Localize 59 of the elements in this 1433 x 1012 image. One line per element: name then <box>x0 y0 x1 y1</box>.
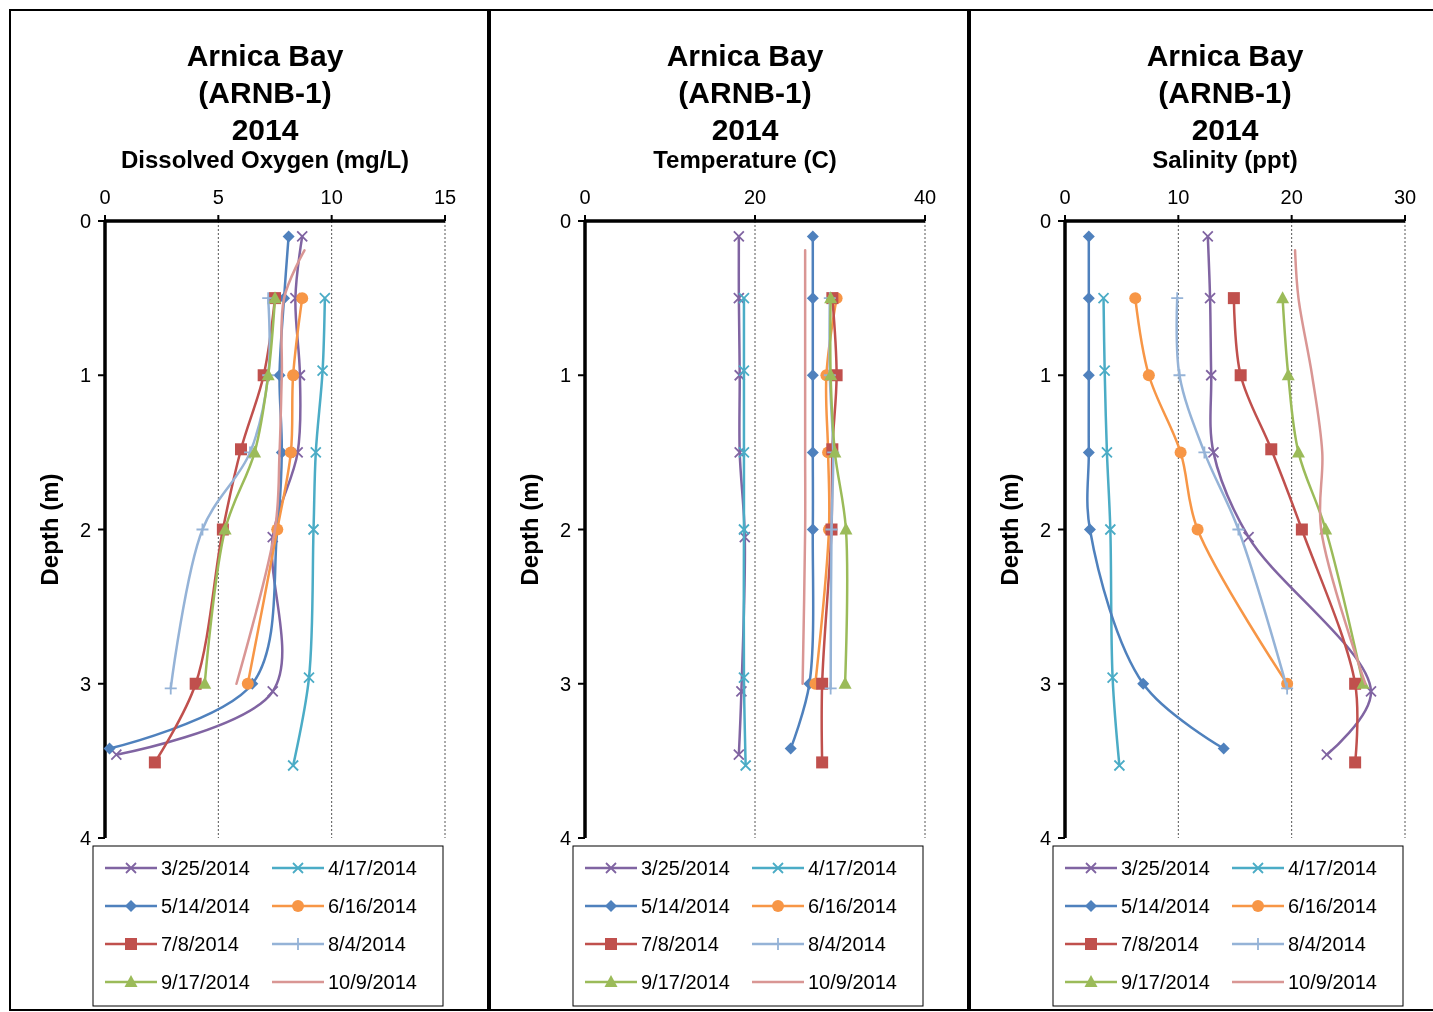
legend-label: 3/25/2014 <box>641 857 730 879</box>
x-tick-label: 15 <box>433 186 457 208</box>
y-tick-label: 1 <box>1039 364 1051 387</box>
legend-label: 9/17/2014 <box>161 971 250 993</box>
legend-label: 4/17/2014 <box>808 857 897 879</box>
x-tick-label: 20 <box>743 186 767 208</box>
y-tick-label: 3 <box>1039 672 1051 695</box>
legend-label: 5/14/2014 <box>161 895 250 917</box>
y-tick-label: 3 <box>559 672 571 695</box>
x-tick-label: 0 <box>579 186 591 208</box>
legend-label: 7/8/2014 <box>1121 933 1199 955</box>
x-tick-label: 20 <box>1280 186 1303 208</box>
legend-label: 4/17/2014 <box>328 857 417 879</box>
legend-label: 8/4/2014 <box>1288 933 1366 955</box>
y-tick-label: 2 <box>1039 518 1051 541</box>
x-tick-label: 0 <box>99 186 111 208</box>
legend-label: 3/25/2014 <box>1121 857 1210 879</box>
y-tick-label: 4 <box>79 827 91 849</box>
legend-label: 9/17/2014 <box>1121 971 1210 993</box>
x-axis-title: Salinity (ppt) <box>1152 146 1298 173</box>
legend-label: 10/9/2014 <box>328 971 417 993</box>
y-axis-title: Depth (m) <box>996 473 1023 586</box>
legend-label: 6/16/2014 <box>328 895 417 917</box>
y-tick-label: 0 <box>559 210 571 232</box>
y-tick-label: 4 <box>1039 827 1051 849</box>
legend-label: 8/4/2014 <box>328 933 406 955</box>
x-tick-label: 5 <box>212 186 224 208</box>
legend-label: 8/4/2014 <box>808 933 886 955</box>
y-tick-label: 2 <box>559 518 571 541</box>
legend-label: 5/14/2014 <box>1121 895 1210 917</box>
y-tick-label: 0 <box>79 210 91 232</box>
legend-label: 6/16/2014 <box>1288 895 1377 917</box>
legend-label: 6/16/2014 <box>808 895 897 917</box>
y-tick-label: 1 <box>79 364 91 387</box>
legend-label: 7/8/2014 <box>161 933 239 955</box>
y-axis-title: Depth (m) <box>36 473 63 586</box>
legend-label: 9/17/2014 <box>641 971 730 993</box>
y-tick-label: 2 <box>79 518 91 541</box>
y-tick-label: 4 <box>559 827 571 849</box>
x-axis-title: Dissolved Oxygen (mg/L) <box>120 146 410 173</box>
chart-title: Arnica Bay (ARNB-1) 2014 <box>666 39 824 146</box>
y-axis-title: Depth (m) <box>516 473 543 586</box>
legend-label: 10/9/2014 <box>808 971 897 993</box>
legend-label: 7/8/2014 <box>641 933 719 955</box>
y-tick-label: 1 <box>559 364 571 387</box>
x-tick-label: 0 <box>1059 186 1071 208</box>
x-tick-label: 10 <box>1167 186 1190 208</box>
y-tick-label: 3 <box>79 672 91 695</box>
chart-title: Arnica Bay (ARNB-1) 2014 <box>186 39 344 146</box>
legend-label: 3/25/2014 <box>161 857 250 879</box>
x-axis-title: Temperature (C) <box>653 146 837 173</box>
x-tick-label: 40 <box>913 186 937 208</box>
legend-label: 10/9/2014 <box>1288 971 1377 993</box>
x-tick-label: 10 <box>320 186 343 208</box>
legend-label: 4/17/2014 <box>1288 857 1377 879</box>
legend-label: 5/14/2014 <box>641 895 730 917</box>
y-tick-label: 0 <box>1039 210 1051 232</box>
x-tick-label: 30 <box>1393 186 1417 208</box>
chart-title: Arnica Bay (ARNB-1) 2014 <box>1146 39 1304 146</box>
